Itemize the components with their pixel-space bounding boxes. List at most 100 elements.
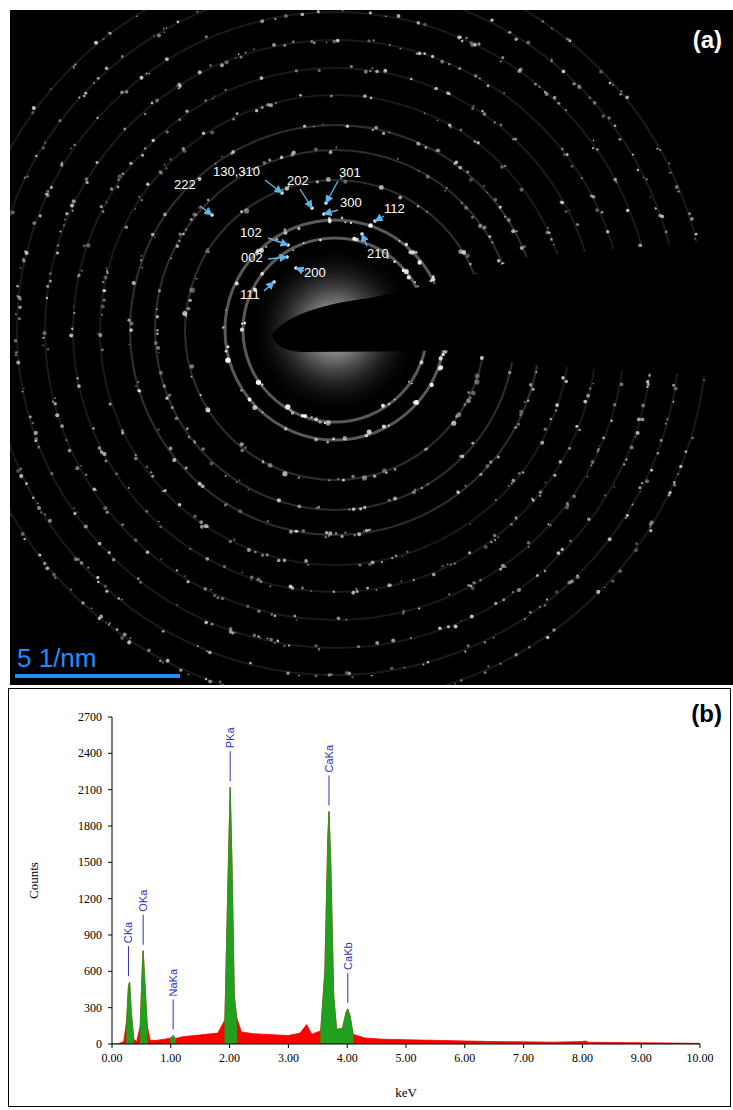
diffraction-spot bbox=[563, 154, 565, 156]
diffraction-spot bbox=[206, 248, 209, 251]
label-arrow bbox=[375, 216, 384, 221]
diffraction-spot bbox=[248, 398, 252, 402]
diffraction-spot bbox=[52, 401, 54, 403]
diffraction-spot bbox=[408, 381, 410, 383]
diffraction-spot bbox=[177, 21, 180, 24]
diffraction-spot bbox=[519, 188, 523, 192]
diffraction-spot bbox=[47, 348, 50, 351]
peak-label: NaKa bbox=[167, 968, 179, 996]
diffraction-spot bbox=[451, 421, 456, 426]
diffraction-spot bbox=[109, 32, 112, 35]
diffraction-spot bbox=[168, 394, 172, 398]
diffraction-spot bbox=[326, 441, 329, 444]
peak-label: PKa bbox=[224, 727, 236, 749]
diffraction-spot bbox=[224, 504, 226, 506]
diffraction-spot bbox=[38, 553, 41, 556]
diffraction-spot bbox=[504, 165, 506, 167]
diffraction-spot bbox=[58, 119, 61, 122]
diffraction-spot bbox=[367, 39, 370, 42]
diffraction-spot bbox=[419, 144, 421, 146]
diffraction-spot bbox=[611, 580, 614, 583]
diffraction-spot bbox=[163, 384, 167, 388]
diffraction-spot bbox=[669, 172, 671, 174]
diffraction-spot bbox=[557, 551, 561, 555]
diffraction-spot bbox=[368, 223, 373, 228]
diffraction-spot bbox=[456, 490, 460, 494]
diffraction-spot bbox=[50, 186, 53, 189]
diffraction-spot bbox=[223, 565, 226, 568]
diffraction-spot bbox=[23, 538, 25, 540]
diffraction-spot bbox=[469, 397, 471, 399]
diffraction-spot bbox=[195, 278, 197, 280]
y-tick-label: 1500 bbox=[78, 855, 102, 869]
diffraction-spot bbox=[550, 238, 553, 241]
y-tick bbox=[108, 935, 112, 936]
spot-label: 102 bbox=[240, 225, 262, 240]
diffraction-spot bbox=[307, 564, 309, 566]
diffraction-spot bbox=[185, 466, 188, 469]
diffraction-spot bbox=[501, 564, 505, 568]
diffraction-spot bbox=[49, 280, 52, 283]
diffraction-spot bbox=[106, 511, 109, 514]
diffraction-spot bbox=[81, 601, 84, 604]
diffraction-spot bbox=[596, 148, 598, 150]
diffraction-spot bbox=[483, 225, 487, 229]
diffraction-spot bbox=[636, 431, 640, 435]
diffraction-spot bbox=[269, 585, 271, 587]
y-tick-label: 300 bbox=[84, 1001, 102, 1015]
diffraction-spot bbox=[656, 148, 658, 150]
x-tick bbox=[464, 1044, 465, 1048]
diffraction-spot bbox=[103, 506, 107, 510]
diffraction-spot bbox=[596, 590, 600, 594]
diffraction-spot bbox=[371, 675, 373, 677]
diffraction-spot bbox=[483, 112, 487, 116]
diffraction-spot bbox=[44, 514, 46, 516]
diffraction-spot bbox=[153, 35, 155, 37]
diffraction-spot bbox=[490, 18, 493, 21]
diffraction-spot bbox=[19, 474, 23, 478]
diffraction-spot bbox=[382, 468, 387, 473]
diffraction-spot bbox=[494, 539, 496, 541]
diffraction-spot bbox=[163, 28, 164, 29]
diffraction-spot bbox=[511, 482, 513, 484]
diffraction-spot bbox=[146, 466, 149, 469]
panel-label: (b) bbox=[691, 700, 722, 727]
diffraction-spot bbox=[395, 555, 397, 557]
diffraction-spot bbox=[230, 152, 233, 155]
diffraction-spot bbox=[404, 269, 409, 274]
diffraction-spot bbox=[391, 557, 393, 559]
diffraction-spot bbox=[385, 472, 387, 474]
diffraction-spot bbox=[328, 531, 332, 535]
diffraction-spot bbox=[240, 389, 242, 391]
diffraction-spot bbox=[267, 520, 269, 522]
diffraction-spot bbox=[479, 579, 482, 582]
plot-area bbox=[112, 787, 700, 1044]
spot-label: 301 bbox=[339, 165, 361, 180]
diffraction-spot bbox=[389, 584, 392, 587]
diffraction-spot bbox=[474, 379, 479, 384]
diffraction-spot bbox=[576, 223, 579, 226]
diffraction-spot bbox=[157, 33, 161, 37]
diffraction-spot bbox=[147, 649, 150, 652]
peak-label: CaKa bbox=[323, 744, 335, 772]
diffraction-spot bbox=[482, 228, 484, 230]
diffraction-spot bbox=[190, 364, 195, 369]
diffraction-spot bbox=[154, 236, 155, 237]
diffraction-spot bbox=[106, 272, 108, 274]
y-tick bbox=[108, 1007, 112, 1008]
diffraction-spot bbox=[144, 113, 146, 115]
label-arrow bbox=[324, 210, 338, 214]
diffraction-spot bbox=[535, 371, 537, 373]
diffraction-spot bbox=[470, 615, 474, 619]
peak-label: CaKb bbox=[342, 942, 354, 970]
diffraction-spot bbox=[95, 489, 96, 490]
x-tick-label: 7.00 bbox=[513, 1051, 534, 1065]
diffraction-spot bbox=[46, 190, 49, 193]
diffraction-spot bbox=[18, 305, 22, 309]
diffraction-spot bbox=[415, 251, 418, 254]
diffraction-spot bbox=[46, 193, 50, 197]
diffraction-spot bbox=[471, 107, 474, 110]
diffraction-spot bbox=[311, 416, 313, 418]
diffraction-spot bbox=[86, 181, 89, 184]
diffraction-spot bbox=[517, 423, 520, 426]
